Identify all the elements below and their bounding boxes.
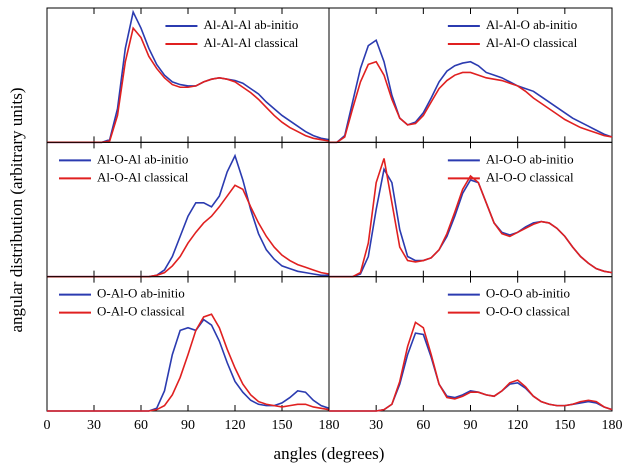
x-tick-label: 60 <box>134 418 148 433</box>
legend-label: Al-Al-Al ab-initio <box>203 17 298 32</box>
legend-label: Al-O-Al ab-initio <box>97 151 188 166</box>
legend-label: Al-O-O ab-initio <box>486 151 574 166</box>
x-tick-label: 180 <box>319 418 340 433</box>
x-tick-label: 120 <box>507 418 528 433</box>
legend-label: Al-O-O classical <box>486 169 574 184</box>
y-axis-label: angular distribution (arbitrary units) <box>7 87 26 332</box>
x-tick-label: 30 <box>369 418 383 433</box>
x-tick-label: 120 <box>225 418 246 433</box>
x-tick-label: 150 <box>272 418 293 433</box>
series-line <box>47 313 330 412</box>
legend-label: O-Al-O ab-initio <box>97 286 185 301</box>
series-line <box>329 38 613 144</box>
x-tick-label: 0 <box>44 418 51 433</box>
series-line <box>329 60 613 144</box>
series-line <box>47 184 330 278</box>
x-tick-label: 30 <box>87 418 101 433</box>
panel-frame <box>46 276 330 412</box>
series-line <box>329 321 613 412</box>
legend-label: Al-Al-O ab-initio <box>486 17 577 32</box>
legend-label: Al-Al-O classical <box>486 35 578 50</box>
x-tick-label: 60 <box>416 418 430 433</box>
series-line <box>47 318 330 412</box>
x-tick-label: 180 <box>602 418 623 433</box>
series-line <box>329 332 613 412</box>
legend-label: Al-O-Al classical <box>97 169 189 184</box>
legend-label: O-O-O ab-initio <box>486 286 570 301</box>
x-tick-label: 150 <box>554 418 575 433</box>
series-line <box>329 158 613 278</box>
x-axis-label: angles (degrees) <box>274 444 385 463</box>
legend-label: O-O-O classical <box>486 304 570 319</box>
x-tick-label: 90 <box>464 418 478 433</box>
legend-label: Al-Al-Al classical <box>203 35 298 50</box>
legend-label: O-Al-O classical <box>97 304 185 319</box>
x-tick-label: 90 <box>181 418 195 433</box>
